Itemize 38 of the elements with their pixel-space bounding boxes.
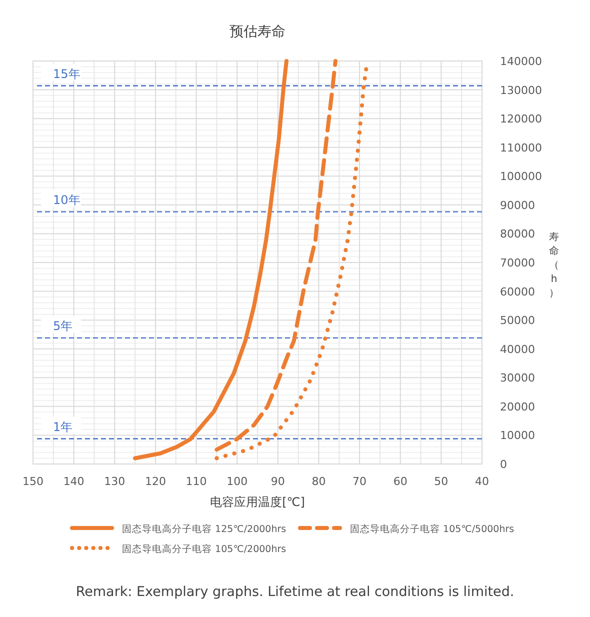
ref-line-label: 10年 <box>53 192 80 207</box>
y-tick-label: 30000 <box>500 372 535 385</box>
x-tick-label: 90 <box>270 475 285 488</box>
x-tick-label: 130 <box>104 475 126 488</box>
y-tick-label: 110000 <box>500 141 542 154</box>
y-tick-label: 10000 <box>500 429 535 442</box>
x-tick-label: 40 <box>475 475 489 488</box>
chart-title: 预估寿命 <box>230 24 286 40</box>
legend-label: 固态导电高分子电容 105℃/5000hrs <box>350 523 514 535</box>
x-tick-label: 140 <box>63 475 84 488</box>
x-tick-label: 80 <box>312 475 326 488</box>
y-tick-label: 140000 <box>500 55 542 68</box>
y-axis-title: 寿命（h） <box>549 232 559 299</box>
y-tick-label: 80000 <box>500 228 535 241</box>
y-tick-label: 40000 <box>500 342 535 356</box>
text: Remark: Exemplary graphs. Lifetime at real conditions is limited. <box>76 584 514 600</box>
y-tick-label: 70000 <box>500 256 535 270</box>
y-tick-label: 130000 <box>500 84 542 97</box>
y-tick-label: 90000 <box>500 198 535 212</box>
x-tick-label: 120 <box>144 475 166 488</box>
legend-label: 固态导电高分子电容 105℃/2000hrs <box>122 543 286 555</box>
ref-line-label: 5年 <box>53 318 73 333</box>
y-tick-label: 0 <box>500 458 507 471</box>
x-tick-label: 150 <box>22 475 44 488</box>
x-tick-label: 110 <box>186 475 207 488</box>
ref-line-label: 15年 <box>53 66 80 81</box>
x-axis-title: 电容应用温度[℃] <box>210 495 305 509</box>
x-tick-label: 50 <box>434 475 448 488</box>
x-tick-label: 100 <box>226 475 248 488</box>
x-tick-label: 60 <box>393 475 408 488</box>
y-tick-label: 20000 <box>500 400 535 414</box>
y-tick-label: 100000 <box>500 170 542 184</box>
ref-line-label: 1年 <box>53 420 73 434</box>
legend-label: 固态导电高分子电容 125℃/2000hrs <box>122 523 286 535</box>
y-tick-label: 60000 <box>500 285 535 298</box>
y-tick-label: 120000 <box>500 112 542 126</box>
x-tick-label: 70 <box>352 475 367 488</box>
y-tick-label: 50000 <box>500 314 535 328</box>
